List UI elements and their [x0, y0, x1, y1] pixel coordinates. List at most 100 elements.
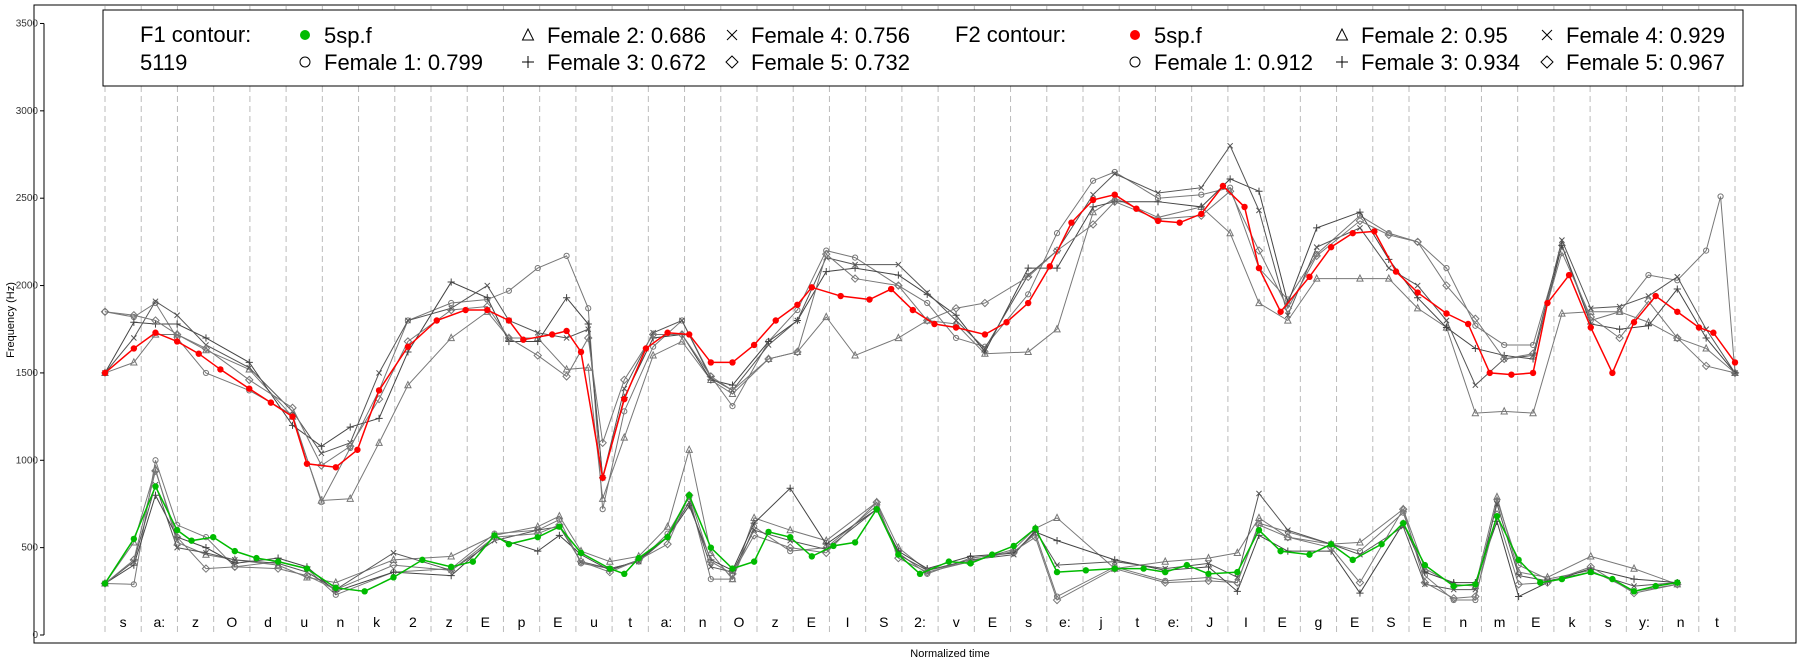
- point-marker: [1501, 341, 1508, 349]
- point-marker: [520, 336, 527, 343]
- point-marker: [1450, 582, 1457, 590]
- point-marker: [130, 581, 137, 588]
- segment-label: y:: [1639, 614, 1650, 630]
- point-marker: [1399, 504, 1408, 513]
- legend-entry: Female 2: 0.686: [521, 23, 706, 48]
- point-marker: [1226, 228, 1235, 237]
- point-marker: [1160, 578, 1170, 587]
- point-marker: [244, 375, 254, 385]
- segment-label: E: [553, 614, 562, 630]
- point-marker: [375, 414, 383, 422]
- segment-label: E: [988, 614, 997, 630]
- segment-label: E: [1278, 614, 1287, 630]
- point-marker: [822, 267, 830, 276]
- point-marker: [707, 375, 714, 382]
- legend-entry-label: Female 3: 0.934: [1361, 50, 1520, 75]
- point-marker: [1082, 567, 1090, 574]
- point-marker: [1609, 575, 1616, 583]
- point-marker: [966, 552, 975, 560]
- point-marker: [534, 547, 542, 555]
- point-marker: [726, 29, 738, 41]
- point-marker: [707, 575, 714, 583]
- point-marker: [1204, 553, 1213, 562]
- point-marker: [1703, 247, 1710, 254]
- point-marker: [345, 441, 355, 451]
- y-tick-label: 1500: [16, 368, 39, 379]
- point-marker: [101, 580, 109, 587]
- point-marker: [1414, 282, 1421, 289]
- segment-label: t: [628, 614, 632, 630]
- point-marker: [1089, 177, 1097, 184]
- series-line: [104, 460, 1678, 601]
- point-marker: [130, 345, 138, 352]
- point-marker: [729, 565, 736, 572]
- point-marker: [1695, 324, 1703, 331]
- point-marker: [728, 381, 737, 389]
- point-marker: [522, 56, 534, 68]
- point-marker: [678, 336, 686, 345]
- point-marker: [151, 316, 160, 325]
- point-marker: [1443, 317, 1450, 324]
- point-marker: [1198, 184, 1205, 191]
- point-marker: [764, 337, 773, 346]
- point-marker: [404, 317, 411, 324]
- point-marker: [1702, 334, 1710, 342]
- point-marker: [1233, 578, 1242, 587]
- point-marker: [1710, 329, 1717, 336]
- legend-entry: Female 2: 0.95: [1335, 23, 1508, 48]
- point-marker: [447, 571, 455, 580]
- point-marker: [1499, 354, 1509, 364]
- point-marker: [1111, 168, 1118, 176]
- point-marker: [300, 30, 310, 40]
- segment-label: E: [1531, 614, 1540, 630]
- point-marker: [850, 274, 860, 283]
- point-marker: [1616, 303, 1623, 310]
- point-marker: [663, 539, 672, 549]
- legend-f2-title: F2 contour:: [955, 22, 1066, 47]
- point-marker: [173, 320, 181, 328]
- point-marker: [1652, 292, 1659, 300]
- point-marker: [1398, 504, 1408, 514]
- legend-entry-label: Female 2: 0.95: [1361, 23, 1508, 48]
- point-marker: [1421, 581, 1428, 588]
- point-marker: [786, 484, 794, 492]
- point-marker: [201, 344, 211, 353]
- legend-entry: Female 4: 0.929: [1541, 23, 1725, 48]
- point-marker: [981, 345, 988, 352]
- point-marker: [447, 278, 455, 286]
- point-marker: [174, 544, 181, 551]
- point-marker: [945, 558, 953, 565]
- segment-label: z: [772, 614, 779, 630]
- point-marker: [1024, 347, 1033, 356]
- point-marker: [505, 287, 512, 294]
- point-marker: [1003, 319, 1010, 326]
- point-marker: [1471, 344, 1479, 353]
- point-marker: [447, 563, 455, 571]
- legend-entry: 5sp.f: [1130, 23, 1203, 48]
- point-marker: [1652, 582, 1659, 590]
- point-marker: [1053, 568, 1061, 576]
- point-marker: [1586, 307, 1595, 315]
- point-marker: [598, 493, 607, 502]
- point-marker: [1089, 196, 1097, 204]
- point-marker: [195, 350, 202, 357]
- point-marker: [1046, 263, 1054, 270]
- point-marker: [504, 333, 514, 343]
- point-marker: [599, 506, 606, 513]
- point-marker: [980, 298, 990, 308]
- point-marker: [346, 423, 354, 431]
- point-marker: [303, 565, 311, 572]
- point-marker: [1312, 273, 1321, 282]
- point-marker: [1255, 187, 1263, 195]
- point-marker: [1384, 230, 1394, 240]
- legend-entry-label: Female 1: 0.912: [1154, 50, 1313, 75]
- point-marker: [1140, 565, 1147, 572]
- legend-entry: Female 5: 0.967: [1540, 50, 1725, 75]
- point-marker: [1154, 198, 1162, 206]
- legend-entry: Female 1: 0.912: [1129, 50, 1313, 75]
- point-marker: [1472, 382, 1479, 389]
- point-marker: [598, 438, 607, 448]
- series-layer: [100, 142, 1740, 605]
- point-marker: [1023, 272, 1033, 282]
- point-marker: [1586, 312, 1596, 322]
